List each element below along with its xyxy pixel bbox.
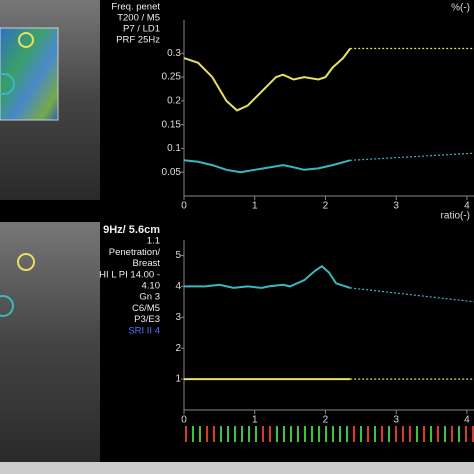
- roi-circle: [0, 295, 14, 317]
- quality-tick: [353, 426, 355, 442]
- quality-tick: [339, 426, 341, 442]
- quality-tick: [395, 426, 397, 442]
- quality-tick: [388, 426, 390, 442]
- quality-tick: [276, 426, 278, 442]
- quality-tick: [227, 426, 229, 442]
- scanner-info: P3/E3: [134, 314, 160, 325]
- quality-tick: [325, 426, 327, 442]
- quality-tick: [423, 426, 425, 442]
- quality-tick: [255, 426, 257, 442]
- x-tick-label: 0: [181, 201, 187, 212]
- series-line: [350, 152, 474, 161]
- series-line: [350, 287, 474, 303]
- scanner-info: HI L PI 14.00 -: [99, 269, 160, 280]
- quality-tick: [269, 426, 271, 442]
- y-tick-label: 0.1: [167, 143, 181, 154]
- y-tick-label: 0.05: [162, 167, 182, 178]
- quality-tick: [241, 426, 243, 442]
- quality-tick: [367, 426, 369, 442]
- roi-circle: [0, 73, 15, 95]
- y-tick-label: 1: [175, 374, 181, 385]
- quality-tick: [430, 426, 432, 442]
- quality-tick: [402, 426, 404, 442]
- scanner-info: Gn 3: [139, 292, 160, 303]
- scanner-info: Penetration/: [109, 247, 161, 258]
- y-tick-label: 0.25: [162, 72, 182, 83]
- quality-tick: [290, 426, 292, 442]
- quality-tick: [318, 426, 320, 442]
- quality-tick: [304, 426, 306, 442]
- quality-tick: [409, 426, 411, 442]
- ultrasound-image: [0, 222, 100, 462]
- charts: %(-)0.050.10.150.20.250.30 1 2 3 4ratio(-)12…: [162, 3, 474, 442]
- scanner-info: Freq. penet: [111, 2, 160, 13]
- quality-tick: [199, 426, 201, 442]
- unit-label: ratio(-): [441, 211, 470, 222]
- quality-tick: [381, 426, 383, 442]
- quality-tick: [346, 426, 348, 442]
- scanner-info: C6/M5: [132, 303, 160, 314]
- quality-tick: [234, 426, 236, 442]
- quality-tick: [444, 426, 446, 442]
- y-tick-label: 0.15: [162, 119, 182, 130]
- unit-label: %(-): [451, 3, 470, 14]
- scanner-info: 4.10: [142, 281, 161, 292]
- quality-tick: [192, 426, 194, 442]
- y-tick-label: 4: [175, 281, 181, 292]
- x-tick-label: 2: [323, 415, 329, 426]
- quality-tick: [297, 426, 299, 442]
- quality-tick: [416, 426, 418, 442]
- x-tick-label: 1: [252, 201, 258, 212]
- x-tick-label: 0: [181, 415, 187, 426]
- scanner-info: 9Hz/ 5.6cm: [103, 224, 160, 236]
- series-line: [183, 47, 352, 112]
- series-line: [183, 159, 351, 174]
- y-tick-label: 5: [175, 250, 181, 261]
- quality-tick: [437, 426, 439, 442]
- quality-tick: [262, 426, 264, 442]
- quality-tick: [311, 426, 313, 442]
- scanner-info: PRF 25Hz: [116, 35, 160, 46]
- roi-circle: [17, 253, 35, 271]
- quality-tick: [248, 426, 250, 442]
- quality-tick: [472, 426, 474, 442]
- roi-circle: [18, 32, 34, 48]
- x-tick-label: 1: [252, 415, 258, 426]
- quality-tick: [360, 426, 362, 442]
- scanner-info: Breast: [133, 258, 161, 269]
- x-tick-label: 4: [464, 201, 470, 212]
- quality-tick: [185, 426, 187, 442]
- quality-tick: [465, 426, 467, 442]
- quality-tick: [220, 426, 222, 442]
- y-tick-label: 2: [175, 343, 181, 354]
- quality-tick: [374, 426, 376, 442]
- y-tick-label: 0.2: [167, 96, 181, 107]
- quality-tick: [458, 426, 460, 442]
- x-tick-label: 3: [393, 415, 399, 426]
- quality-tick: [332, 426, 334, 442]
- elastography-box: [0, 27, 59, 121]
- quality-tick: [206, 426, 208, 442]
- scanner-info: 1.1: [147, 236, 160, 247]
- quality-tick: [283, 426, 285, 442]
- y-tick-label: 0.3: [167, 48, 181, 59]
- quality-tick: [451, 426, 453, 442]
- footer-strip: [0, 462, 474, 474]
- x-tick-label: 3: [393, 201, 399, 212]
- y-tick-label: 3: [175, 312, 181, 323]
- quality-tick: [213, 426, 215, 442]
- x-tick-label: 4: [464, 415, 470, 426]
- x-tick-label: 2: [323, 201, 329, 212]
- series-line: [184, 265, 351, 289]
- scanner-info: P7 / LD1: [123, 24, 160, 35]
- scanner-info: T200 / M5: [117, 13, 160, 24]
- scanner-info: SRI II 4: [128, 325, 160, 336]
